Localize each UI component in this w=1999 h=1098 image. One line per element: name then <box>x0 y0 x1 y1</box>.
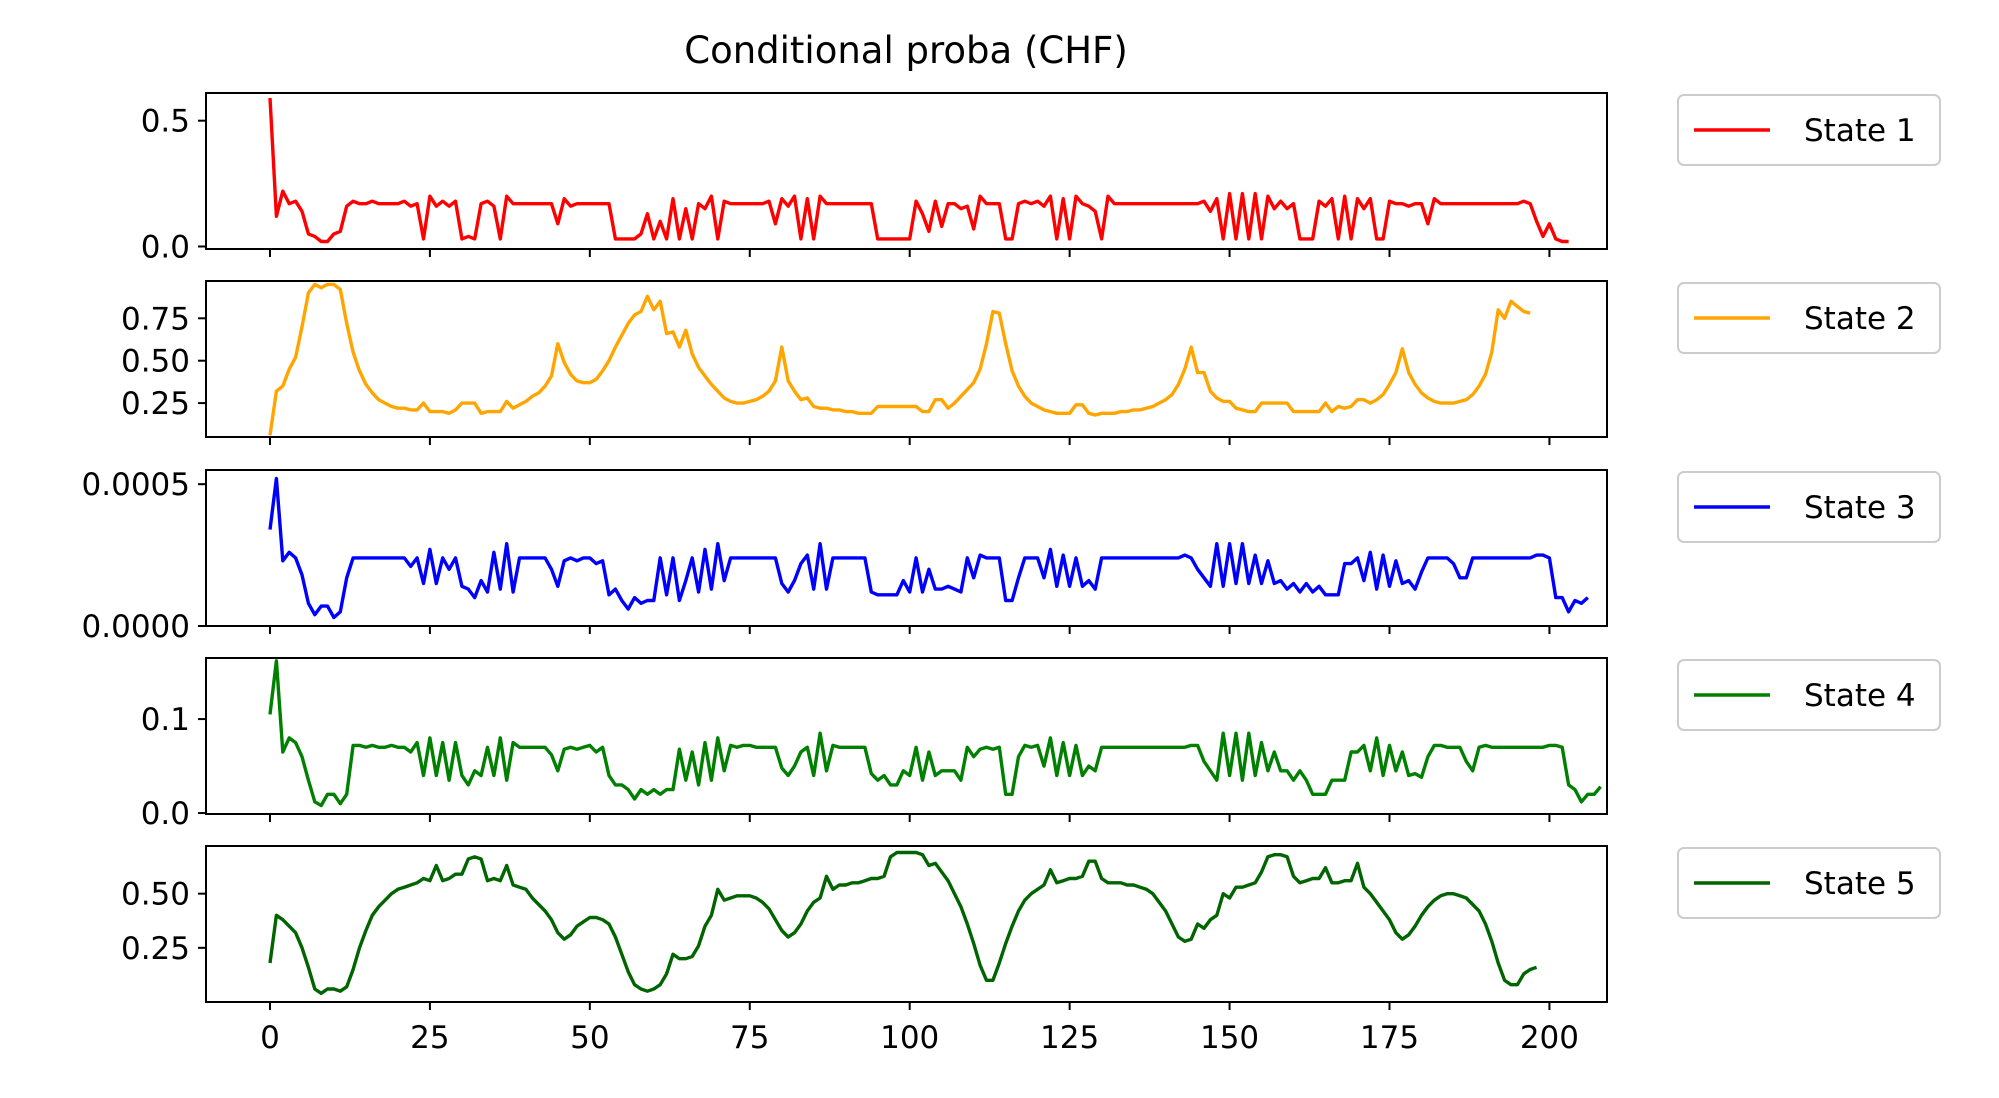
plot-frame <box>205 92 1608 250</box>
x-tick-label: 25 <box>410 1020 449 1056</box>
x-tick-label: 0 <box>260 1020 280 1056</box>
legend-state-2: State 2 <box>1677 282 1941 354</box>
y-tick-label: 0.50 <box>121 877 190 913</box>
legend-state-4: State 4 <box>1677 659 1941 731</box>
series-line-state-4 <box>268 659 1602 808</box>
x-tick-label: 100 <box>880 1020 939 1056</box>
subplot-stack: 0.00.5 State 10.250.500.75 State 20.00000.… <box>82 92 1941 1056</box>
y-tick-label: 0.50 <box>121 344 190 380</box>
legend-box <box>1677 471 1941 543</box>
legend-box <box>1677 659 1941 731</box>
x-tick-label: 125 <box>1040 1020 1099 1056</box>
series-line-state-2 <box>268 282 1531 436</box>
legend-state-5: State 5 <box>1677 847 1941 919</box>
series-line-state-1 <box>268 97 1569 244</box>
plot-frame <box>205 845 1608 1003</box>
legend-box <box>1677 94 1941 166</box>
series-line-state-3 <box>268 476 1589 620</box>
subplot-5: 0.25 0.50 0 25 50 75 100 125 150 175 200 <box>121 845 1608 1056</box>
legend-state-3: State 3 <box>1677 471 1941 543</box>
plot-frame <box>205 469 1608 627</box>
legend-label: State 2 <box>1804 301 1916 337</box>
subplot-2: 0.25 0.50 0.75 <box>121 280 1608 445</box>
subplot-4: 0.0 0.1 <box>141 657 1608 832</box>
legend-label: State 5 <box>1804 866 1916 902</box>
legend-label: State 4 <box>1804 678 1916 714</box>
y-tick-label: 0.0005 <box>82 467 190 503</box>
subplot-3: 0.0000 0.0005 <box>82 467 1608 645</box>
y-tick-label: 0.5 <box>141 104 190 140</box>
x-tick-label: 75 <box>730 1020 769 1056</box>
plot-frame <box>205 657 1608 815</box>
x-tick-label: 200 <box>1520 1020 1579 1056</box>
chart-title: Conditional proba (CHF) <box>684 29 1128 72</box>
x-tick-label: 175 <box>1360 1020 1419 1056</box>
y-tick-label: 0.0000 <box>82 609 190 645</box>
series-line-state-5 <box>268 850 1538 995</box>
y-tick-label: 0.0 <box>141 796 190 832</box>
y-tick-label: 0.25 <box>121 386 190 422</box>
legend-box <box>1677 282 1941 354</box>
y-tick-label: 0.0 <box>141 229 190 265</box>
y-tick-label: 0.1 <box>141 702 190 738</box>
x-tick-label: 50 <box>570 1020 609 1056</box>
subplot-1: 0.0 0.5 <box>141 92 1608 265</box>
legend-state-1: State 1 <box>1677 94 1941 166</box>
legend-label: State 3 <box>1804 490 1916 526</box>
plot-frame <box>205 280 1608 438</box>
legend-box <box>1677 847 1941 919</box>
legend-label: State 1 <box>1804 113 1916 149</box>
y-tick-label: 0.25 <box>121 931 190 967</box>
y-tick-label: 0.75 <box>121 301 190 337</box>
x-tick-label: 150 <box>1200 1020 1259 1056</box>
